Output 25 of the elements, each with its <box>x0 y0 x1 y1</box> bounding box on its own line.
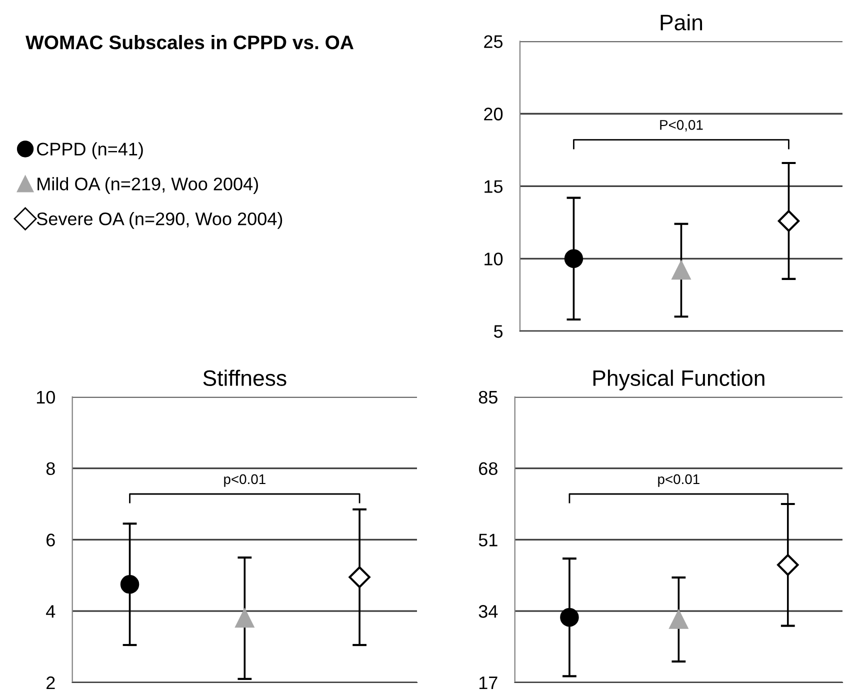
legend-label: CPPD (n=41) <box>37 142 143 160</box>
y-tick-label: 2 <box>46 676 55 690</box>
chart-title: Physical Function <box>593 370 764 390</box>
y-tick-label: 20 <box>484 108 503 120</box>
y-tick-label: 15 <box>484 180 503 193</box>
annotation: P<0,01 <box>660 120 703 132</box>
y-tick-label: 8 <box>46 462 55 476</box>
y-tick-label: 85 <box>478 390 498 404</box>
y-tick-label: 51 <box>478 534 498 546</box>
annotation: p<0.01 <box>658 474 700 487</box>
y-tick-label: 10 <box>484 252 503 266</box>
annotation: p<0.01 <box>224 474 266 487</box>
y-tick-label: 5 <box>494 325 503 338</box>
y-tick-label: 25 <box>484 35 503 48</box>
y-tick-label: 10 <box>36 390 55 404</box>
y-tick-label: 34 <box>478 605 498 618</box>
y-tick-label: 17 <box>479 676 498 690</box>
y-tick-label: 68 <box>479 462 498 476</box>
y-tick-label: 4 <box>46 605 56 618</box>
y-tick-label: 6 <box>46 534 55 546</box>
chart-title: Pain <box>660 14 702 30</box>
legend-label: Mild OA (n=219, Woo 2004) <box>38 177 258 194</box>
chart-title: Stiffness <box>203 370 286 386</box>
text: WOMAC Subscales in CPPD vs. OA <box>26 35 354 50</box>
legend-label: Severe OA (n=290, Woo 2004) <box>36 212 282 229</box>
